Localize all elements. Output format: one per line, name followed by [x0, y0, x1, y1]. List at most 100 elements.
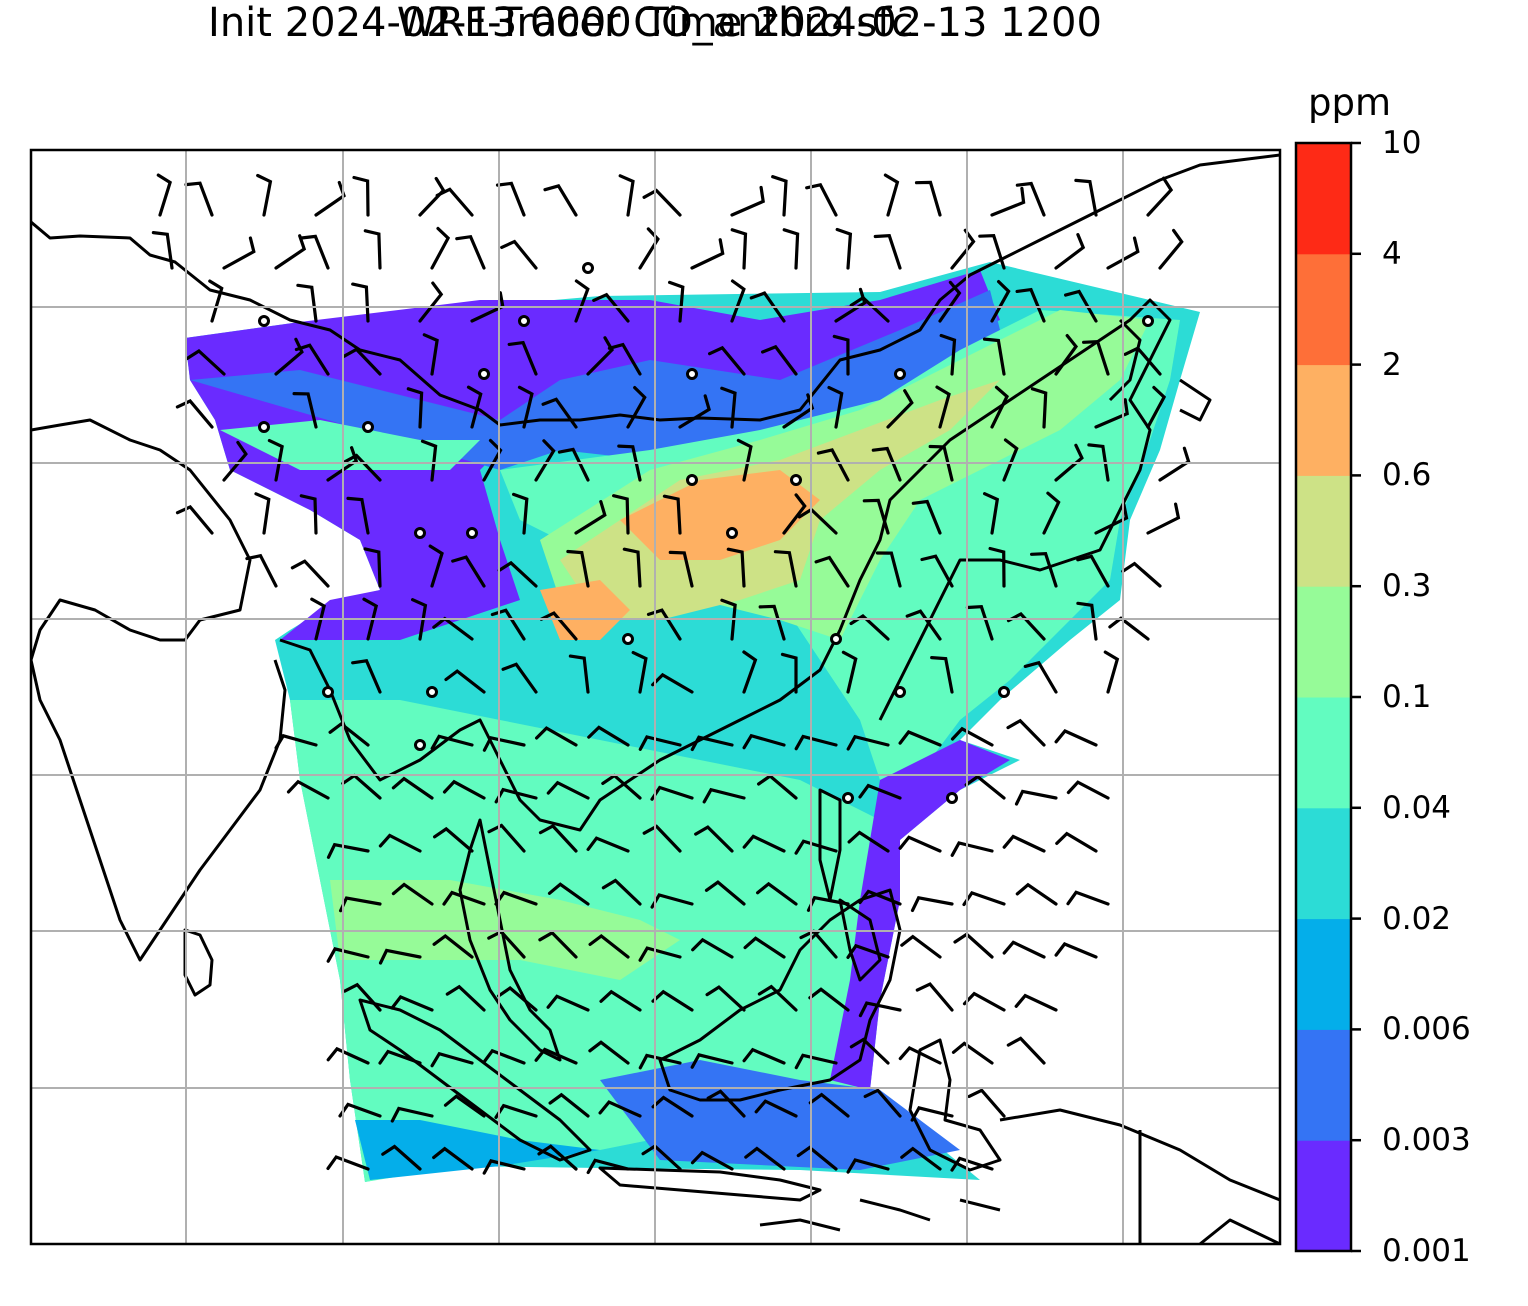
wind-barb	[1002, 438, 1019, 482]
colorbar-ticks	[1351, 141, 1361, 1253]
wind-barb	[773, 550, 798, 588]
wind-barb	[742, 650, 758, 694]
wind-barb	[678, 394, 711, 429]
wind-barb	[378, 1049, 422, 1065]
wind-barb	[827, 386, 844, 429]
wind-barb	[245, 553, 278, 588]
wind-barb	[328, 721, 370, 747]
wind-barb	[466, 385, 483, 429]
wind-barb	[420, 439, 438, 482]
wind-barb	[607, 342, 642, 376]
wind-barb	[618, 174, 635, 217]
wind-barb	[326, 947, 370, 963]
calm-circle	[258, 315, 270, 327]
wind-barb	[1066, 890, 1110, 906]
wind-barb	[151, 231, 174, 270]
calm-circle	[790, 474, 802, 486]
wind-barb	[175, 504, 214, 535]
wind-barb	[622, 547, 642, 588]
tracer-field	[185, 262, 1200, 1182]
wind-barb	[381, 1144, 422, 1171]
colorbar-band-9	[1296, 143, 1351, 255]
colorbar-band-6	[1296, 475, 1351, 587]
wind-barb	[482, 735, 526, 752]
wind-barb	[935, 385, 951, 429]
title-line-1: WRF-Tracer CO_anthro sfc	[396, 0, 914, 46]
wind-barb	[208, 279, 224, 323]
wind-barb	[1158, 446, 1191, 482]
wind-barb	[1002, 940, 1046, 959]
wind-barb	[690, 1053, 734, 1069]
wind-barb	[517, 385, 534, 429]
colorbar-label-2: 0.006	[1382, 1011, 1471, 1048]
wind-barb	[964, 774, 1006, 800]
wind-barb	[967, 1088, 1006, 1118]
wind-barb	[808, 987, 850, 1012]
wind-barb	[1055, 831, 1098, 853]
wind-barb	[914, 180, 942, 217]
wind-barb	[184, 181, 214, 217]
colorbar	[1296, 143, 1351, 1252]
calm-circle	[946, 792, 958, 804]
coastline-malay	[458, 818, 562, 1062]
wind-barb	[794, 1053, 838, 1070]
wind-barb	[950, 841, 994, 857]
wind-barb	[794, 839, 838, 855]
wind-barb	[736, 438, 753, 482]
wind-barb	[951, 1041, 994, 1065]
wind-barb	[1146, 176, 1174, 217]
wind-barb	[744, 1146, 786, 1171]
wind-barb	[900, 1146, 942, 1171]
wind-barb	[534, 1047, 578, 1065]
wind-barb	[757, 984, 798, 1012]
wind-barb	[1002, 834, 1046, 853]
wind-barb	[930, 656, 954, 694]
wind-barb	[1064, 289, 1098, 323]
calm-circle	[426, 686, 438, 698]
wind-barb	[443, 1094, 486, 1118]
wind-barb	[1074, 178, 1098, 217]
wind-barb	[351, 659, 382, 694]
wind-barb	[543, 184, 578, 217]
wind-barb	[1082, 339, 1110, 376]
wind-barb	[342, 453, 382, 482]
wind-barb	[705, 985, 746, 1012]
colorbar-label-3: 0.02	[1382, 900, 1452, 937]
wind-barb	[706, 1089, 746, 1118]
wind-barb	[742, 1047, 786, 1065]
wind-barb	[720, 598, 737, 641]
wind-barb	[690, 238, 725, 270]
colorbar-band-1	[1296, 1029, 1351, 1141]
wind-barb	[626, 386, 647, 429]
wind-barb	[588, 933, 630, 959]
wind-barb	[1123, 346, 1162, 376]
wind-barb	[651, 1095, 694, 1118]
colorbar-band-0	[1296, 1140, 1351, 1252]
wind-barb	[442, 779, 486, 800]
wind-barb	[910, 1106, 954, 1122]
wind-barb	[730, 185, 765, 217]
wind-barb	[756, 881, 798, 906]
wind-barb	[631, 651, 648, 694]
wind-barb	[455, 234, 486, 270]
wind-barb	[1054, 233, 1086, 270]
wind-barb	[939, 333, 957, 376]
wind-barb	[411, 598, 428, 641]
coastline-philippines	[818, 788, 882, 982]
wind-barb	[390, 1106, 434, 1123]
wind-barb	[690, 1150, 734, 1171]
colorbar-band-3	[1296, 807, 1351, 920]
coastline-india	[31, 418, 287, 962]
calm-circle	[1142, 315, 1154, 327]
wind-barb	[592, 292, 630, 323]
wind-barb	[538, 824, 578, 853]
colorbar-band-8	[1296, 253, 1351, 366]
wind-barb	[638, 735, 682, 751]
title-line-2: Init 2024-02-13 0000 Time 2024-02-13 120…	[208, 0, 1102, 46]
wind-barb	[296, 283, 318, 323]
wind-barb	[346, 496, 370, 535]
wind-barb	[1054, 443, 1084, 482]
coastline-sumatra	[358, 998, 592, 1162]
calm-circle	[258, 421, 270, 433]
wind-barb	[1014, 993, 1058, 1012]
